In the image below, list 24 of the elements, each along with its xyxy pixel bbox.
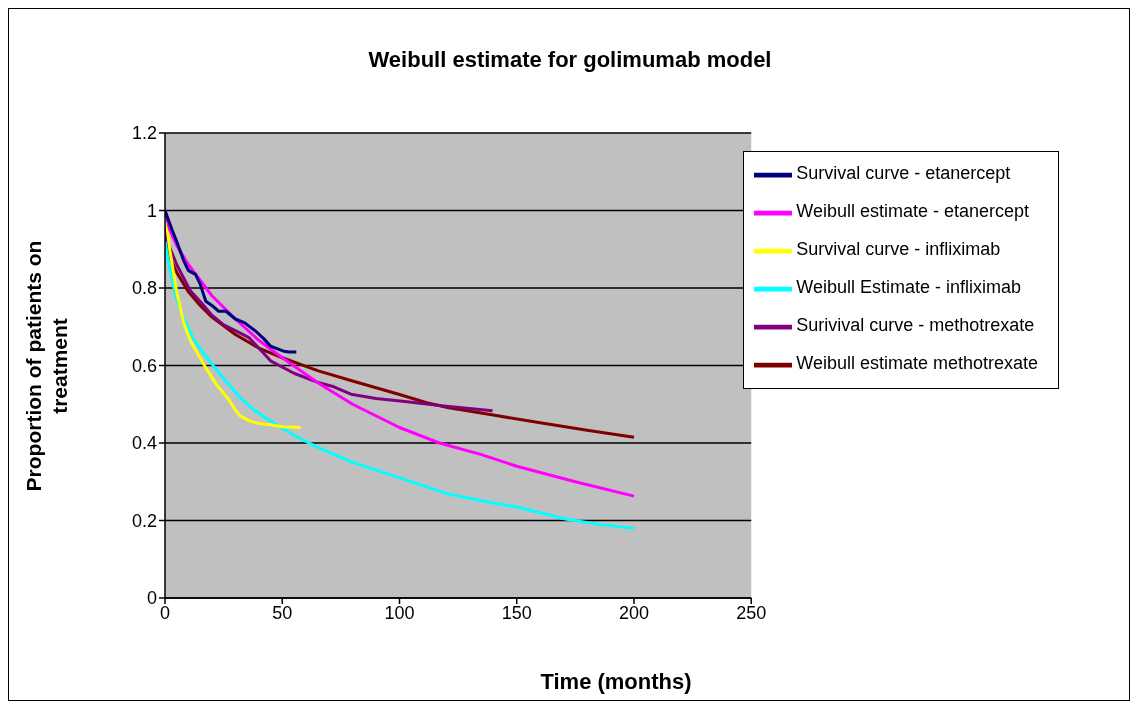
legend-label: Weibull estimate methotrexate	[796, 353, 1038, 374]
x-tick-label: 150	[501, 602, 532, 623]
x-axis-title: Time (months)	[539, 669, 693, 695]
y-tick-label: 0.4	[131, 433, 157, 454]
legend-label: Survival curve - infliximab	[796, 239, 1001, 260]
x-tick-label: 100	[384, 602, 415, 623]
x-tick-label: 0	[159, 602, 171, 623]
y-axis-title: Proportion of patients on treatment	[21, 239, 72, 494]
legend-label: Weibull estimate - etanercept	[796, 201, 1029, 222]
y-tick-label: 1	[146, 200, 157, 221]
y-tick-label: 0	[146, 588, 157, 609]
legend-label: Surivival curve - methotrexate	[796, 315, 1035, 336]
line-series	[165, 240, 636, 530]
legend-label: Weibull Estimate - infliximab	[796, 277, 1021, 298]
chart-title: Weibull estimate for golimumab model	[367, 47, 773, 73]
line-series	[165, 209, 298, 354]
y-tick-label: 1.2	[131, 123, 157, 144]
x-tick-label: 50	[272, 602, 293, 623]
y-tick-label: 0.8	[131, 278, 157, 299]
y-tick-label: 0.2	[131, 510, 157, 531]
y-tick-label: 0.6	[131, 355, 157, 376]
x-tick-label: 200	[618, 602, 649, 623]
legend-label: Survival curve - etanercept	[796, 163, 1011, 184]
x-tick-label: 250	[736, 602, 767, 623]
